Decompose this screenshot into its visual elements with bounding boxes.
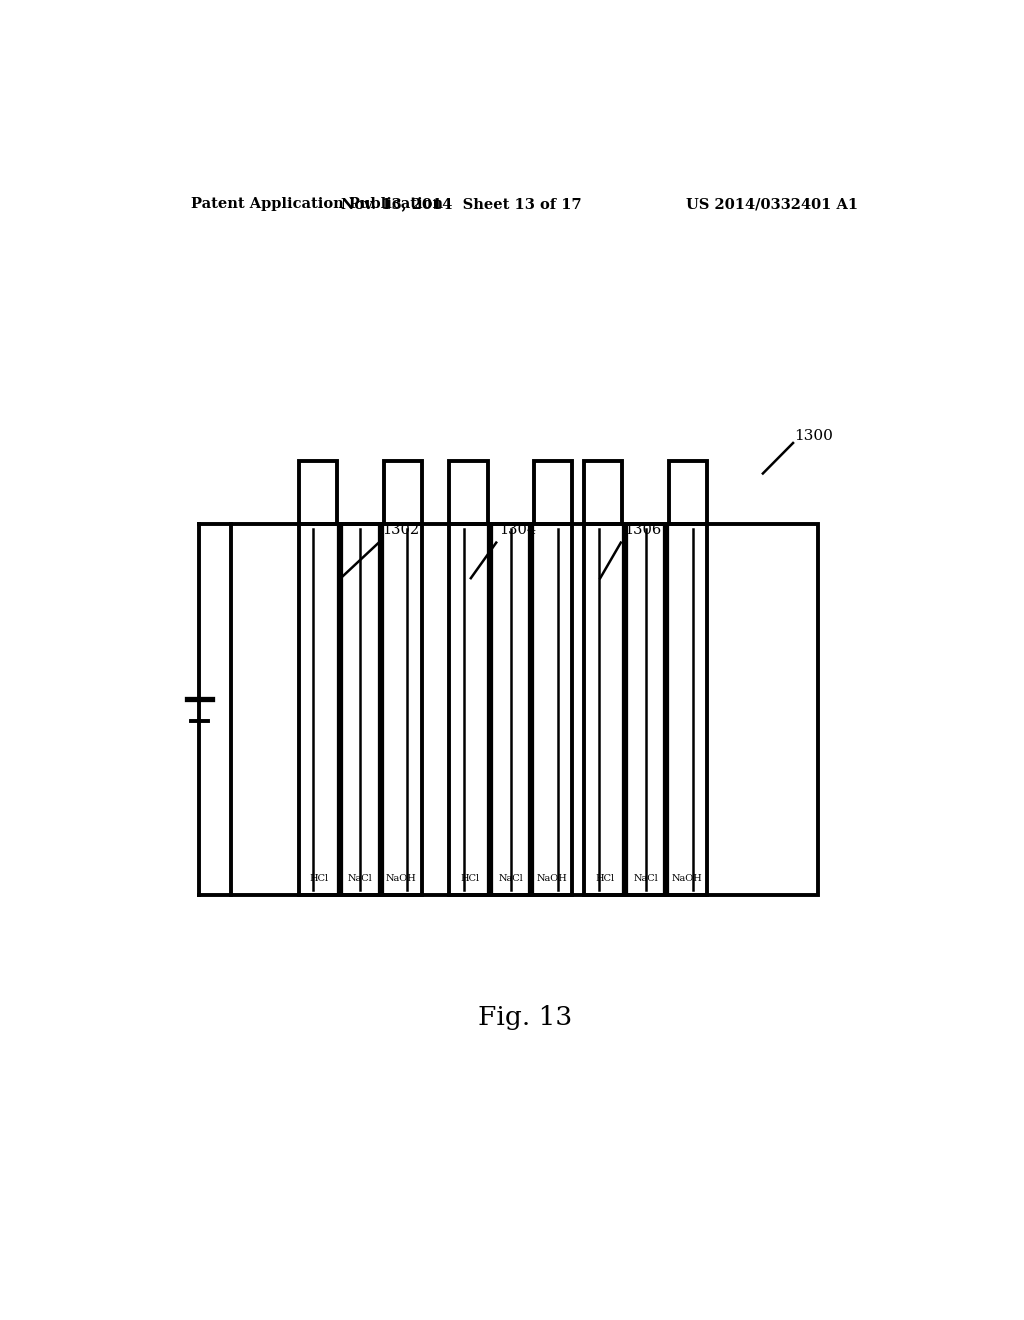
Bar xyxy=(384,461,422,524)
Text: Fig. 13: Fig. 13 xyxy=(477,1005,572,1030)
Text: NaOH: NaOH xyxy=(672,874,702,883)
Text: US 2014/0332401 A1: US 2014/0332401 A1 xyxy=(686,197,858,211)
Bar xyxy=(231,524,818,895)
Text: 1300: 1300 xyxy=(795,429,834,444)
Text: NaOH: NaOH xyxy=(537,874,567,883)
Text: NaOH: NaOH xyxy=(386,874,417,883)
Text: NaCl: NaCl xyxy=(499,874,523,883)
Bar xyxy=(299,524,422,895)
Text: NaCl: NaCl xyxy=(634,874,658,883)
Bar xyxy=(535,461,572,524)
Text: 1302: 1302 xyxy=(382,523,419,536)
Text: NaCl: NaCl xyxy=(348,874,373,883)
Bar xyxy=(585,524,708,895)
Text: HCl: HCl xyxy=(461,874,479,883)
Text: HCl: HCl xyxy=(595,874,614,883)
Text: HCl: HCl xyxy=(309,874,329,883)
Text: Nov. 13, 2014  Sheet 13 of 17: Nov. 13, 2014 Sheet 13 of 17 xyxy=(341,197,582,211)
Bar xyxy=(299,461,337,524)
Text: 1304: 1304 xyxy=(500,523,537,536)
Text: Patent Application Publication: Patent Application Publication xyxy=(191,197,443,211)
Bar xyxy=(450,524,572,895)
Bar xyxy=(585,461,623,524)
Text: 1306: 1306 xyxy=(624,523,662,536)
Bar xyxy=(670,461,708,524)
Bar xyxy=(450,461,487,524)
